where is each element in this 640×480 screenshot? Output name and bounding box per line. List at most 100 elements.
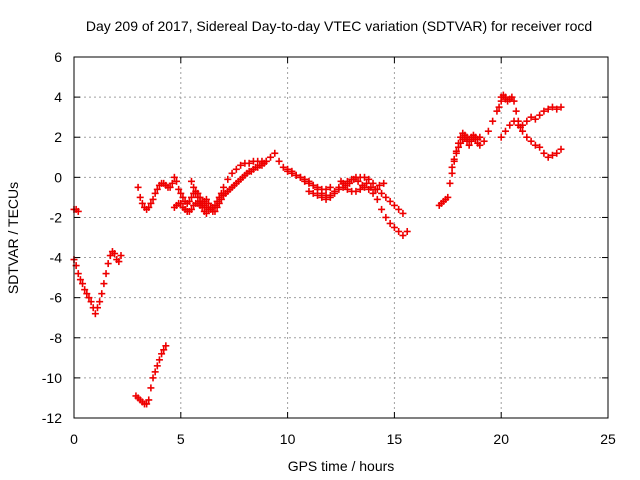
data-point xyxy=(553,149,561,157)
data-point xyxy=(495,103,503,111)
data-point xyxy=(480,137,488,145)
data-point xyxy=(358,181,366,189)
data-point xyxy=(512,107,520,115)
data-point xyxy=(145,396,153,404)
data-point xyxy=(378,189,386,197)
data-point xyxy=(138,199,146,207)
data-point xyxy=(557,145,565,153)
data-point xyxy=(527,137,535,145)
data-point xyxy=(452,147,460,155)
data-point xyxy=(514,121,522,129)
data-point xyxy=(153,185,161,193)
data-point xyxy=(228,169,236,177)
data-point xyxy=(548,103,556,111)
data-point xyxy=(510,117,518,125)
data-point xyxy=(375,181,383,189)
data-point xyxy=(187,205,195,213)
data-point xyxy=(305,177,313,185)
data-point xyxy=(356,185,364,193)
data-point xyxy=(382,193,390,201)
plot-frame xyxy=(73,56,609,419)
data-point xyxy=(557,103,565,111)
data-point xyxy=(74,207,82,215)
x-tick-label: 5 xyxy=(177,431,185,447)
data-point xyxy=(331,189,339,197)
y-tick-label: 2 xyxy=(54,129,62,145)
data-point xyxy=(386,197,394,205)
data-point xyxy=(380,179,388,187)
data-point xyxy=(149,195,157,203)
data-point xyxy=(147,199,155,207)
data-point xyxy=(499,91,507,99)
data-point xyxy=(309,189,317,197)
data-point xyxy=(262,157,270,165)
data-point xyxy=(279,163,287,171)
data-point xyxy=(76,276,84,284)
data-point xyxy=(117,252,125,260)
data-point xyxy=(399,209,407,217)
data-point xyxy=(536,143,544,151)
x-axis-label: GPS time / hours xyxy=(288,458,395,474)
data-point xyxy=(531,141,539,149)
data-point xyxy=(365,175,373,183)
data-point xyxy=(190,183,198,191)
chart-title: Day 209 of 2017, Sidereal Day-to-day VTE… xyxy=(86,18,592,34)
data-point xyxy=(523,133,531,141)
data-point xyxy=(93,304,101,312)
data-point xyxy=(79,280,87,288)
data-point xyxy=(74,270,82,278)
data-point xyxy=(531,115,539,123)
data-point xyxy=(390,223,398,231)
data-point xyxy=(187,193,195,201)
data-point xyxy=(448,163,456,171)
y-tick-label: -10 xyxy=(42,370,62,386)
y-tick-label: -4 xyxy=(50,250,63,266)
y-tick-label: -12 xyxy=(42,410,62,426)
data-point xyxy=(91,310,99,318)
data-point xyxy=(147,384,155,392)
data-point xyxy=(173,177,181,185)
data-point xyxy=(461,131,469,139)
data-point xyxy=(104,260,112,268)
data-point xyxy=(489,117,497,125)
data-point xyxy=(369,179,377,187)
data-point xyxy=(175,185,183,193)
data-point xyxy=(536,111,544,119)
data-point xyxy=(155,356,163,364)
data-point xyxy=(301,175,309,183)
data-point xyxy=(335,185,343,193)
data-point xyxy=(476,141,484,149)
data-point xyxy=(237,161,245,169)
y-tick-labels: -12 -10 -8 -6 -4 -2 0 2 4 6 xyxy=(42,49,62,426)
data-point xyxy=(454,139,462,147)
data-point xyxy=(213,203,221,211)
data-point xyxy=(352,187,360,195)
data-point xyxy=(322,185,330,193)
data-point xyxy=(83,290,91,298)
data-point xyxy=(448,169,456,177)
data-point xyxy=(275,157,283,165)
data-point xyxy=(354,177,362,185)
data-point xyxy=(472,135,480,143)
data-point xyxy=(134,183,142,191)
data-point xyxy=(292,171,300,179)
grid xyxy=(74,57,608,418)
data-point xyxy=(81,286,89,294)
x-tick-label: 20 xyxy=(493,431,509,447)
data-point xyxy=(305,187,313,195)
y-tick-label: 4 xyxy=(54,89,62,105)
data-point xyxy=(194,193,202,201)
data-point xyxy=(296,173,304,181)
y-axis-label: SDTVAR / TECUs xyxy=(5,182,21,294)
data-point xyxy=(523,117,531,125)
data-point xyxy=(544,153,552,161)
data-point xyxy=(519,127,527,135)
data-point xyxy=(326,183,334,191)
data-point xyxy=(484,127,492,135)
data-point xyxy=(96,298,104,306)
x-tick-label: 25 xyxy=(600,431,616,447)
data-point xyxy=(403,227,411,235)
data-point xyxy=(185,197,193,205)
data-points xyxy=(70,91,565,408)
